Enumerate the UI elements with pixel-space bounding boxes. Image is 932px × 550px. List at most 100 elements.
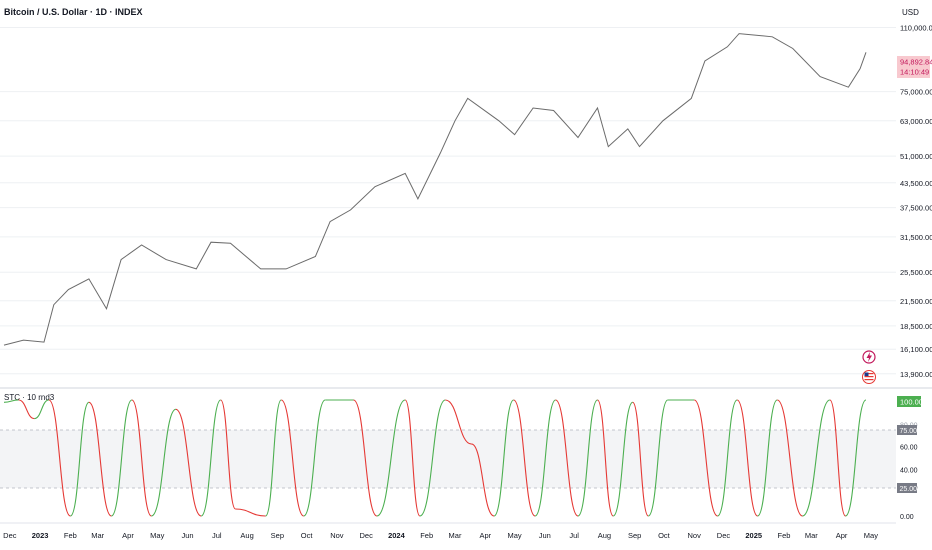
stc-segment [34,399,50,420]
price-tick-label: 110,000.00 [900,23,932,32]
price-tick-label: 37,500.00 [900,204,932,213]
price-tick-label: 31,500.00 [900,233,932,242]
lightning-icon[interactable] [862,350,876,364]
time-axis-label: Jul [212,531,222,540]
stc-segment [69,401,90,517]
price-tick-label: 13,900.00 [900,370,932,379]
countdown-label: 14:10:49 [900,68,929,77]
stc-segment [110,399,133,517]
stc-segment [717,399,738,517]
time-axis-label: Aug [240,531,253,540]
price-tick-label: 75,000.00 [900,88,932,97]
us-flag-icon[interactable] [862,370,876,384]
price-tick-label: 18,500.00 [900,322,932,331]
stc-segment [513,399,536,517]
time-axis-label: May [864,531,878,540]
stc-segment [596,399,614,517]
time-axis-label: Jun [181,531,193,540]
time-axis-label: 2023 [32,531,49,540]
price-tick-label: 16,100.00 [900,345,932,354]
price-axis[interactable]: 110,000.00 75,000.00 63,000.00 51,000.00 43,… [900,23,932,378]
stc-line [3,399,867,517]
stc-segment [829,399,847,517]
stc-segment [265,399,282,517]
time-axis-label: Mar [91,531,104,540]
time-axis-label: Feb [64,531,77,540]
indicator-tick-label: 40.00 [900,468,918,475]
time-axis-label: Apr [836,531,848,540]
stc-segment [802,399,831,517]
stc-segment [404,399,421,517]
stc-segment [693,399,719,517]
stc-band-fill [0,430,896,488]
stc-segment [131,399,152,517]
time-axis-label: 2025 [745,531,762,540]
stc-segment [419,399,446,517]
grid-lines [0,26,896,375]
stc-segment [376,399,406,517]
stc-segment [471,443,495,517]
stc-segment [220,399,236,510]
stc-segment [757,399,778,517]
time-axis-label: Dec [3,531,17,540]
time-axis-label: May [507,531,521,540]
stc-segment [534,399,557,517]
currency-label: USD [902,8,919,17]
chart-title: Bitcoin / U.S. Dollar · 1D · INDEX [4,7,143,17]
indicator-tick-label: 60.00 [900,444,918,451]
price-tick-label: 43,500.00 [900,179,932,188]
price-tick-label: 25,500.00 [900,268,932,277]
time-axis-label: Feb [420,531,433,540]
stc-segment [48,399,71,517]
lower-band-badge [897,483,917,493]
stc-segment [555,399,579,517]
lower-band-label: 25.00 [900,486,918,493]
stc-segment [612,401,634,517]
upper-band-badge [897,425,917,435]
time-axis-label: 2024 [388,531,406,540]
time-axis-label: May [150,531,164,540]
stc-segment [280,399,305,517]
stc-segment [18,399,35,420]
time-axis-label: Dec [717,531,731,540]
price-tick-label: 63,000.00 [900,117,932,126]
upper-band-label: 75.00 [900,428,918,435]
stc-segment [88,401,112,517]
indicator-label: STC · 10 rnd3 [4,393,55,402]
time-axis-label: Aug [598,531,611,540]
stc-segment [175,408,202,517]
stc-segment [776,399,804,517]
time-axis-label: Nov [688,531,702,540]
time-axis-label: Apr [122,531,134,540]
time-axis[interactable]: Dec 2023 Feb Mar Apr May Jun Jul Aug Sep Oct Nov Dec… [3,531,878,540]
stc-value-badge [897,396,921,407]
time-axis-label: Jul [569,531,579,540]
stc-segment [445,399,472,445]
stc-segment [844,399,867,517]
time-axis-label: Mar [449,531,462,540]
stc-segment [577,399,599,517]
time-axis-label: Jun [539,531,551,540]
price-line [3,33,867,346]
time-axis-label: Mar [805,531,818,540]
time-axis-label: Feb [778,531,791,540]
stc-segment [632,401,649,517]
stc-segment [493,399,515,517]
time-axis-label: Nov [330,531,344,540]
time-axis-label: Sep [628,531,641,540]
price-tick-label: 21,500.00 [900,297,932,306]
stc-segment [303,399,326,517]
stc-segment [3,399,19,403]
time-axis-label: Dec [360,531,374,540]
stc-segment [647,399,669,517]
stc-segment [736,399,759,517]
time-axis-label: Oct [301,531,314,540]
stc-segment [151,408,177,517]
time-axis-label: Sep [271,531,284,540]
time-axis-label: Oct [658,531,671,540]
indicator-axis[interactable]: 60.00 40.00 25.00 0.00 [900,444,918,521]
stc-segment [352,399,378,517]
price-tick-label: 51,000.00 [900,152,932,161]
current-price-label: 94,892.84 [900,58,932,67]
